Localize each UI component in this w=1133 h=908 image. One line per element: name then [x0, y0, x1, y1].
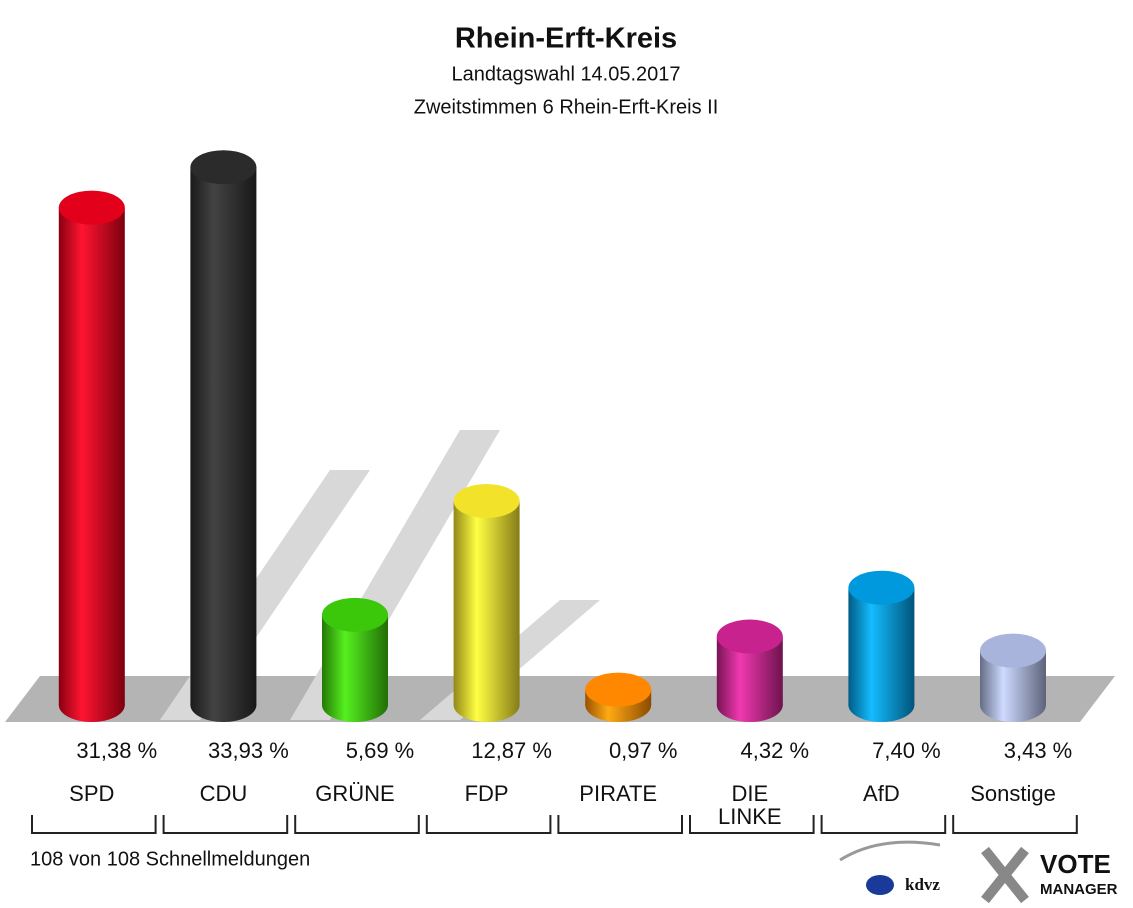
bar	[848, 587, 915, 705]
value-label: 0,97 %	[609, 738, 678, 763]
bar-top	[980, 633, 1046, 668]
chart-title: Rhein-Erft-Kreis	[455, 23, 677, 55]
value-label: 5,69 %	[346, 738, 415, 763]
logo: kdvz VOTE MANAGER	[839, 840, 1118, 904]
category-bracket	[689, 815, 815, 834]
category-bracket	[31, 815, 157, 834]
chart-subtitle: Landtagswahl 14.05.2017	[451, 63, 680, 85]
category-bracket	[557, 815, 683, 834]
x-tick-label: DIE LINKE	[718, 781, 782, 829]
value-label: 3,43 %	[1004, 738, 1073, 763]
x-tick-label: FDP	[465, 781, 509, 806]
logo-swoosh	[839, 840, 941, 862]
category-bracket	[425, 815, 552, 834]
value-label: 31,38 %	[76, 738, 157, 763]
bar	[190, 167, 257, 706]
bar-top	[585, 672, 652, 707]
bar	[453, 501, 520, 705]
bar-top	[322, 597, 388, 632]
value-label: 4,32 %	[741, 738, 810, 763]
category-bracket	[820, 815, 947, 834]
x-tick-label: CDU	[200, 781, 248, 806]
logo-text: VOTE	[1040, 849, 1111, 879]
x-tick-label: PIRATE	[579, 781, 657, 806]
bar-top	[190, 150, 257, 185]
x-tick-label: Sonstige	[970, 781, 1056, 806]
chart-subtitle: Zweitstimmen 6 Rhein-Erft-Kreis II	[414, 96, 719, 118]
logo-ball	[866, 875, 894, 895]
bar	[58, 207, 125, 705]
x-tick-label: AfD	[863, 781, 900, 806]
bar-top	[453, 484, 520, 519]
value-label: 7,40 %	[872, 738, 941, 763]
x-tick-label: GRÜNE	[315, 781, 394, 806]
bar-top	[58, 190, 125, 225]
value-label: 33,93 %	[208, 738, 289, 763]
category-bracket	[294, 815, 420, 834]
logo-text: kdvz	[905, 875, 940, 894]
logo-cross	[981, 846, 1029, 904]
x-tick-label: SPD	[69, 781, 114, 806]
category-bracket	[952, 815, 1078, 834]
footer: 108 von 108 Schnellmeldungen	[30, 848, 310, 870]
value-label: 12,87 %	[471, 738, 552, 763]
logo-text: MANAGER	[1040, 881, 1118, 898]
floor	[5, 676, 1115, 722]
bar-top	[716, 619, 783, 654]
category-bracket	[162, 815, 289, 834]
bar-top	[848, 570, 915, 605]
